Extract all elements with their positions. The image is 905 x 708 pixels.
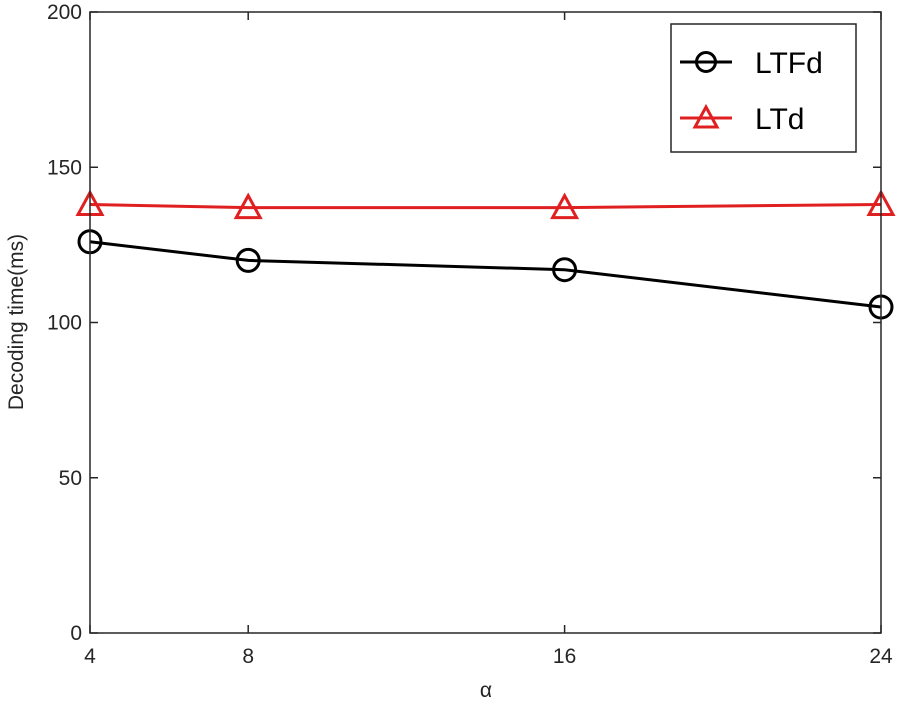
legend-ltfd-label: LTFd — [755, 47, 823, 80]
legend: LTFd LTd — [670, 23, 857, 153]
series-ltd-point — [233, 192, 263, 220]
axis-ticks: 0 50 100 150 200 4 8 16 24 — [47, 1, 893, 668]
legend-ltfd-marker — [695, 51, 717, 73]
x-tick-label: 8 — [242, 645, 254, 668]
y-tick-label: 100 — [47, 312, 82, 335]
x-axis-title: α — [480, 679, 492, 702]
y-tick-label: 50 — [59, 467, 82, 490]
series-ltd-point — [550, 192, 580, 220]
x-tick-label: 4 — [84, 645, 96, 668]
y-axis-title: Decoding time(ms) — [5, 234, 28, 410]
y-tick-label: 150 — [47, 156, 82, 179]
legend-box — [670, 23, 857, 153]
y-tick-label: 0 — [70, 622, 82, 645]
y-tick-label: 200 — [47, 1, 82, 24]
plot-frame — [89, 11, 882, 634]
x-tick-label: 24 — [869, 645, 893, 668]
series-ltd-line — [89, 203, 882, 210]
legend-ltd-label: LTd — [755, 103, 804, 136]
x-tick-label: 16 — [553, 645, 576, 668]
series-ltfd-point — [235, 247, 261, 273]
series-ltfd-line — [89, 240, 882, 309]
series-ltfd-point — [552, 257, 578, 283]
legend-ltd-marker — [692, 103, 720, 129]
